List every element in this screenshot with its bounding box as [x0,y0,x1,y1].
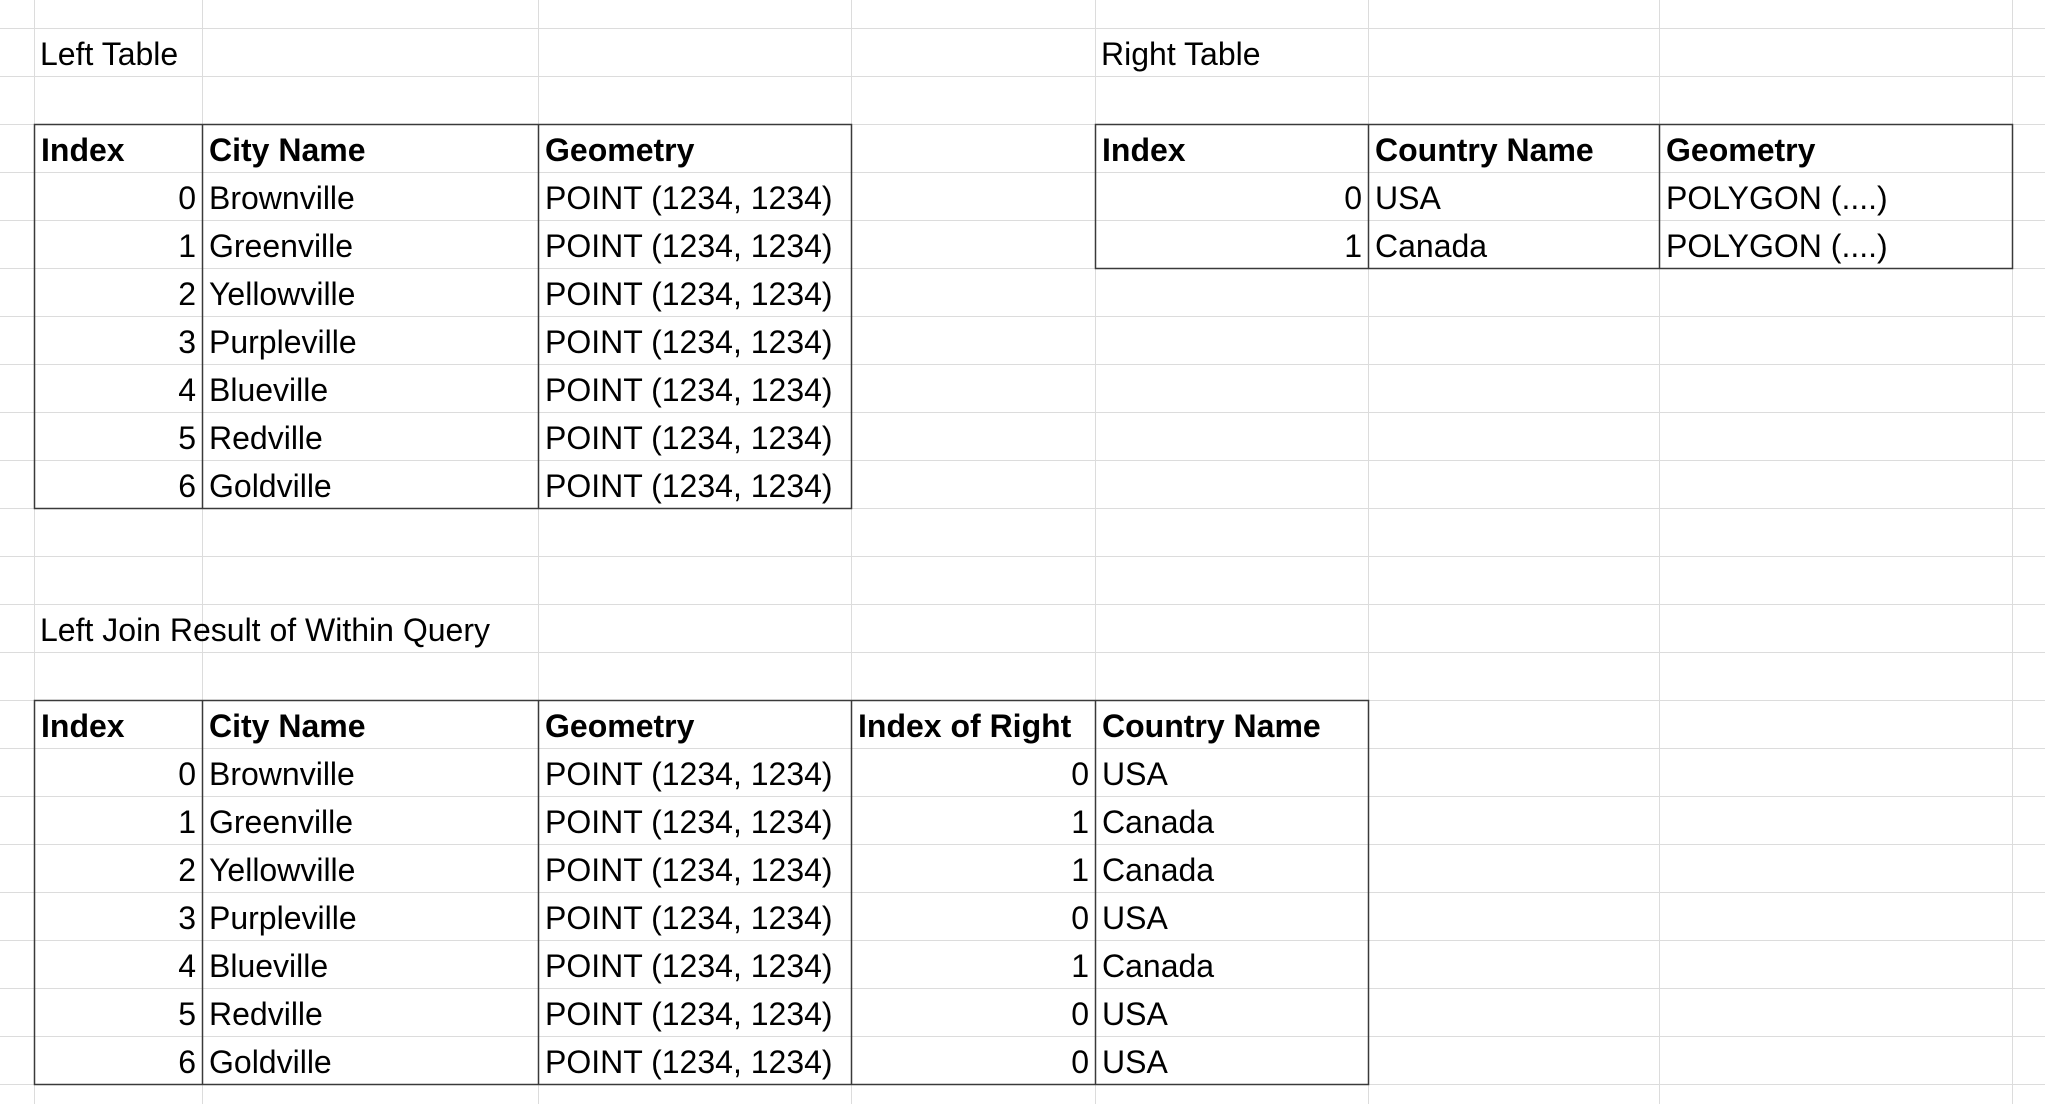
cell-index[interactable]: 6 [178,1044,196,1080]
header-city-name[interactable]: City Name [209,132,366,168]
cell-city-name[interactable]: Greenville [209,228,354,264]
result-table-border [33,699,1370,1086]
header-geometry[interactable]: Geometry [545,708,695,744]
cell-index-of-right[interactable]: 1 [1071,804,1089,840]
cell-country-name[interactable]: USA [1102,996,1168,1032]
cell-geometry[interactable]: POINT (1234, 1234) [545,996,833,1032]
right-table-title[interactable]: Right Table [1101,36,1261,72]
cell-country-name[interactable]: Canada [1102,804,1215,840]
cell-geometry[interactable]: POLYGON (....) [1666,228,1888,264]
header-index[interactable]: Index [41,708,125,744]
cell-city-name[interactable]: Redville [209,420,323,456]
cell-city-name[interactable]: Yellowville [209,852,356,888]
cell-city-name[interactable]: Purpleville [209,900,357,936]
cell-index[interactable]: 1 [1344,228,1362,264]
cell-index[interactable]: 5 [178,420,196,456]
cell-geometry[interactable]: POINT (1234, 1234) [545,804,833,840]
cell-index-of-right[interactable]: 0 [1071,996,1089,1032]
cell-index[interactable]: 2 [178,852,196,888]
cell-index-of-right[interactable]: 1 [1071,852,1089,888]
cell-country-name[interactable]: USA [1102,900,1168,936]
cell-geometry[interactable]: POINT (1234, 1234) [545,756,833,792]
cell-index[interactable]: 6 [178,468,196,504]
cell-index-of-right[interactable]: 1 [1071,948,1089,984]
header-index-of-right[interactable]: Index of Right [858,708,1072,744]
cell-index[interactable]: 0 [1344,180,1362,216]
header-country-name[interactable]: Country Name [1102,708,1321,744]
cell-city-name[interactable]: Greenville [209,804,354,840]
left-table-border [33,123,853,510]
cell-index-of-right[interactable]: 0 [1071,1044,1089,1080]
cell-index[interactable]: 0 [178,180,196,216]
cell-index-of-right[interactable]: 0 [1071,756,1089,792]
result-table-title[interactable]: Left Join Result of Within Query [40,612,490,648]
header-geometry[interactable]: Geometry [545,132,695,168]
cell-index[interactable]: 1 [178,228,196,264]
cell-geometry[interactable]: POINT (1234, 1234) [545,276,833,312]
cell-index[interactable]: 2 [178,276,196,312]
cell-index[interactable]: 5 [178,996,196,1032]
cell-index[interactable]: 4 [178,372,196,408]
cell-city-name[interactable]: Goldville [209,468,332,504]
cell-geometry[interactable]: POINT (1234, 1234) [545,1044,833,1080]
header-geometry[interactable]: Geometry [1666,132,1816,168]
cell-country-name[interactable]: Canada [1375,228,1488,264]
cell-geometry[interactable]: POINT (1234, 1234) [545,180,833,216]
header-index[interactable]: Index [41,132,125,168]
left-table-title[interactable]: Left Table [40,36,179,72]
cell-geometry[interactable]: POINT (1234, 1234) [545,324,833,360]
cell-city-name[interactable]: Brownville [209,180,355,216]
cell-city-name[interactable]: Purpleville [209,324,357,360]
cell-city-name[interactable]: Blueville [209,372,329,408]
cell-country-name[interactable]: Canada [1102,948,1215,984]
cell-geometry[interactable]: POINT (1234, 1234) [545,228,833,264]
cell-index[interactable]: 4 [178,948,196,984]
cell-index[interactable]: 3 [178,324,196,360]
cell-geometry[interactable]: POINT (1234, 1234) [545,852,833,888]
cell-city-name[interactable]: Redville [209,996,323,1032]
cell-country-name[interactable]: USA [1102,756,1168,792]
header-country-name[interactable]: Country Name [1375,132,1594,168]
cell-geometry[interactable]: POLYGON (....) [1666,180,1888,216]
cell-index[interactable]: 0 [178,756,196,792]
cell-country-name[interactable]: USA [1102,1044,1168,1080]
cell-geometry[interactable]: POINT (1234, 1234) [545,948,833,984]
cell-geometry[interactable]: POINT (1234, 1234) [545,372,833,408]
cell-city-name[interactable]: Blueville [209,948,329,984]
cell-country-name[interactable]: USA [1375,180,1441,216]
cell-geometry[interactable]: POINT (1234, 1234) [545,420,833,456]
cell-index-of-right[interactable]: 0 [1071,900,1089,936]
cell-geometry[interactable]: POINT (1234, 1234) [545,900,833,936]
cell-city-name[interactable]: Yellowville [209,276,356,312]
cell-index[interactable]: 1 [178,804,196,840]
right-table-border [1094,123,2014,270]
cell-geometry[interactable]: POINT (1234, 1234) [545,468,833,504]
header-index[interactable]: Index [1102,132,1186,168]
cell-country-name[interactable]: Canada [1102,852,1215,888]
header-city-name[interactable]: City Name [209,708,366,744]
cell-city-name[interactable]: Brownville [209,756,355,792]
cell-city-name[interactable]: Goldville [209,1044,332,1080]
cell-index[interactable]: 3 [178,900,196,936]
